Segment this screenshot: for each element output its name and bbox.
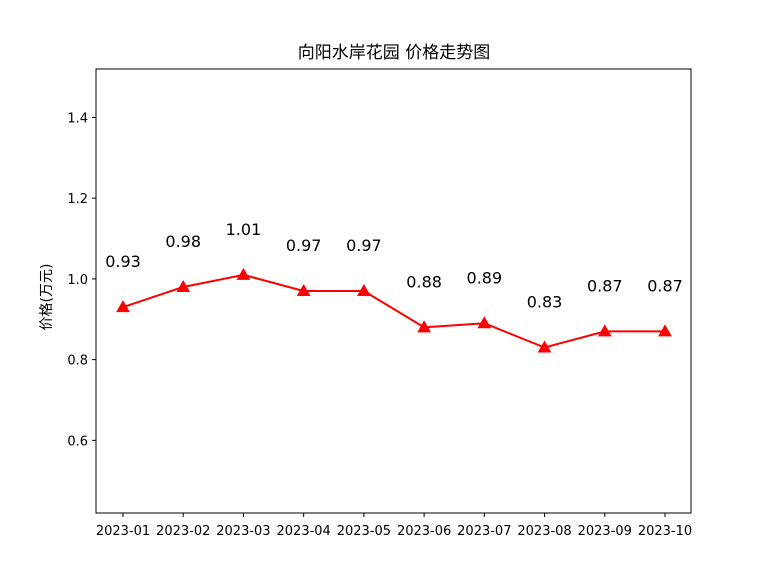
chart-title: 向阳水岸花园 价格走势图 xyxy=(298,43,490,63)
data-point-marker xyxy=(176,279,191,292)
data-value-label: 0.89 xyxy=(467,268,503,287)
data-point-marker xyxy=(537,340,552,353)
data-value-label: 0.83 xyxy=(527,293,563,312)
x-tick-label: 2023-07 xyxy=(457,524,511,539)
x-tick-label: 2023-10 xyxy=(638,524,692,539)
data-value-label: 0.93 xyxy=(105,252,141,271)
data-value-label: 0.98 xyxy=(165,232,201,251)
x-tick-label: 2023-05 xyxy=(337,524,391,539)
data-point-marker xyxy=(116,300,130,313)
data-value-label: 0.88 xyxy=(406,272,442,291)
y-tick-label: 1.0 xyxy=(67,273,88,288)
data-value-label: 1.01 xyxy=(226,220,262,239)
data-point-marker xyxy=(417,320,431,333)
x-tick-label: 2023-04 xyxy=(277,524,331,539)
x-tick-label: 2023-09 xyxy=(578,524,632,539)
y-axis-ticks: 0.6 0.8 1.0 1.2 1.4 xyxy=(67,111,96,449)
x-tick-label: 2023-08 xyxy=(517,524,571,539)
y-tick-label: 1.4 xyxy=(67,111,88,126)
data-point-marker xyxy=(296,283,311,296)
data-value-label: 0.97 xyxy=(346,236,382,255)
y-tick-label: 1.2 xyxy=(67,192,88,207)
price-series xyxy=(116,267,672,353)
data-point-marker xyxy=(477,316,492,329)
data-point-marker xyxy=(236,267,251,280)
data-value-label: 0.87 xyxy=(587,276,623,295)
data-point-marker xyxy=(658,324,672,337)
y-tick-label: 0.6 xyxy=(67,434,88,449)
x-axis-ticks: 2023-01 2023-02 2023-03 2023-04 2023-05 2023-… xyxy=(96,513,692,539)
x-tick-label: 2023-03 xyxy=(216,524,270,539)
data-value-label: 0.87 xyxy=(647,276,683,295)
x-tick-label: 2023-06 xyxy=(397,524,451,539)
data-labels: 0.93 0.98 1.01 0.97 0.97 0.88 0.89 0.83 0.87 0.87 xyxy=(105,220,683,312)
plot-area-frame xyxy=(95,68,692,514)
y-axis-label: 价格(万元) xyxy=(39,264,55,331)
series-line xyxy=(122,273,665,349)
data-value-label: 0.97 xyxy=(286,236,322,255)
y-tick-label: 0.8 xyxy=(67,354,88,369)
x-tick-label: 2023-02 xyxy=(156,524,210,539)
data-point-marker xyxy=(357,283,371,296)
x-tick-label: 2023-01 xyxy=(96,524,150,539)
data-point-marker xyxy=(597,324,612,337)
